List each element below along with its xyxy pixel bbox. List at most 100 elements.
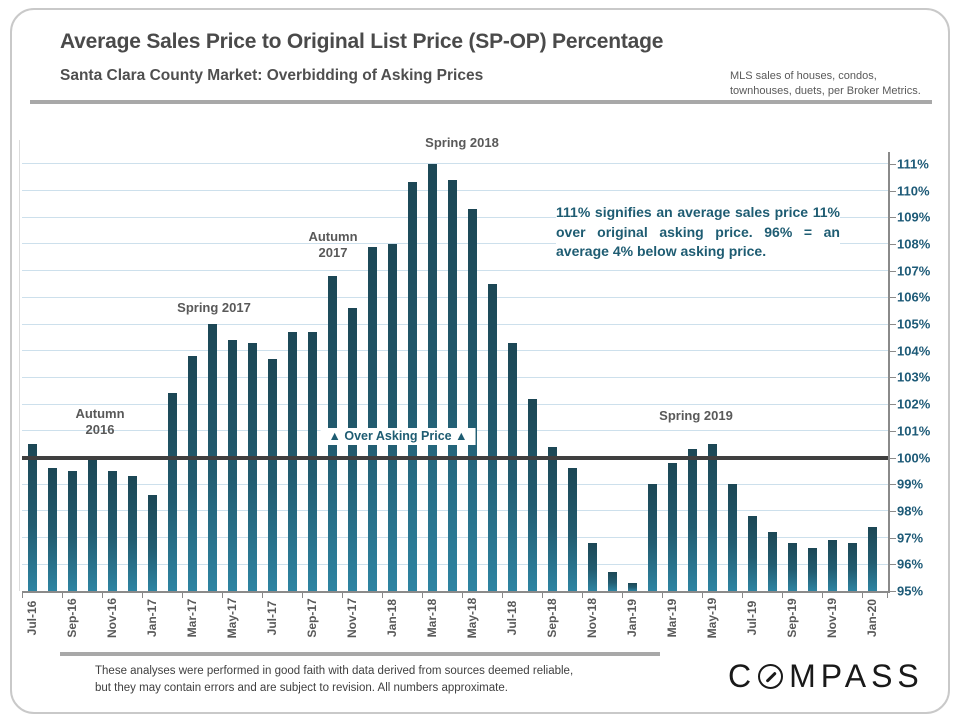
x-label-Nov-17: Nov-17 [345,597,359,639]
annotation-111-explainer: 111% signifies an average sales price 11… [556,201,840,264]
y-label-103pct: 103% [897,369,931,385]
bar-Mar-17 [187,356,197,591]
y-tick-105pct [890,324,896,325]
x-tick-11 [462,593,463,598]
plot-left-border [19,140,20,591]
y-tick-101pct [890,430,896,432]
bar-Aug-17 [287,332,297,591]
y-label-98pct: 98% [897,503,924,519]
bar-May-17 [227,340,237,591]
x-tick-0 [22,593,23,598]
x-label-Mar-19: Mar-19 [665,598,679,638]
bar-Sep-18 [547,446,557,591]
bar-Jun-17 [247,342,257,591]
y-label-104pct: 104% [897,343,931,359]
annotation-autumn-2017: Autumn 2017 [308,229,358,260]
x-label-May-18: May-18 [465,597,479,639]
bar-Jul-19 [747,516,757,591]
bar-Sep-17 [307,332,317,591]
bar-Sep-16 [67,470,77,591]
y-tick-95pct [890,591,896,592]
bar-Aug-16 [47,468,57,591]
bar-Feb-18 [407,182,417,591]
x-tick-7 [302,593,303,598]
bar-May-18 [467,209,477,591]
x-tick-18 [742,593,743,598]
source-note-line2: townhouses, duets, per Broker Metrics. [730,85,921,97]
reference-line-100pct [22,455,888,460]
annotation-spring-2017: Spring 2017 [177,300,251,315]
bar-Jan-19 [627,582,637,591]
bar-Jan-20 [867,526,877,591]
y-tick-108pct [890,243,896,245]
disclaimer-line1: These analyses were performed in good fa… [95,665,574,677]
chart-subtitle: Santa Clara County Market: Overbidding o… [60,67,484,84]
y-label-105pct: 105% [897,316,931,332]
x-label-Mar-17: Mar-17 [185,598,199,638]
x-tick-13 [542,593,543,598]
annotation-over-asking-price: ▲ Over Asking Price ▲ [320,428,476,445]
x-tick-8 [342,593,343,598]
bar-Apr-19 [687,449,697,591]
y-label-110pct: 110% [897,183,930,198]
x-tick-14 [582,593,583,598]
data-source-note: MLS sales of houses, condos, townhouses,… [730,69,921,99]
x-tick-19 [782,593,783,598]
x-label-Sep-17: Sep-17 [305,598,319,638]
x-tick-20 [822,593,823,598]
y-tick-107pct [890,270,896,272]
x-label-May-17: May-17 [225,597,239,639]
x-label-Jul-19: Jul-19 [745,600,759,636]
y-label-96pct: 96% [897,556,924,572]
compass-logo: C MPASS [728,658,924,695]
y-tick-103pct [890,377,896,379]
bar-Apr-18 [447,179,457,591]
disclaimer-line2: but they may contain errors and are subj… [95,682,508,694]
y-axis-line [888,152,890,593]
x-tick-16 [662,593,663,598]
y-tick-104pct [890,350,896,352]
x-tick-6 [262,593,263,598]
x-tick-9 [382,593,383,598]
logo-letters-mpass: MPASS [789,658,924,694]
annotation-spring-2019: Spring 2019 [659,408,733,423]
bar-Jan-18 [387,243,397,591]
x-tick-1 [62,593,63,598]
bar-Mar-19 [667,462,677,591]
bar-Dec-18 [607,572,617,591]
bar-Oct-16 [87,460,97,591]
bar-Dec-16 [127,476,137,591]
bar-Jul-17 [267,358,277,591]
y-label-106pct: 106% [897,289,931,305]
bar-Nov-19 [827,540,837,591]
x-axis-line [22,591,888,593]
x-label-Mar-18: Mar-18 [425,598,439,638]
bar-Jan-17 [147,494,157,591]
x-tick-2 [102,593,103,598]
y-label-109pct: 109% [897,209,931,225]
y-tick-100pct [890,457,896,459]
y-tick-111pct [890,163,896,165]
compass-needle-icon [765,671,777,682]
x-label-Jul-18: Jul-18 [505,600,519,636]
x-tick-21 [862,593,863,598]
x-tick-5 [222,593,223,598]
sp-op-bar-chart [22,130,888,591]
bar-Jun-19 [727,484,737,591]
y-label-99pct: 99% [897,476,924,492]
x-tick-10 [422,593,423,598]
bar-Nov-16 [107,470,117,591]
bar-May-19 [707,444,717,591]
y-label-107pct: 107% [897,263,931,279]
bar-Feb-17 [167,393,177,591]
y-tick-98pct [890,510,896,512]
chart-title: Average Sales Price to Original List Pri… [60,30,664,53]
x-label-Jan-17: Jan-17 [145,598,159,638]
x-label-Nov-19: Nov-19 [825,597,839,639]
y-tick-110pct [890,190,896,192]
y-label-95pct: 95% [897,583,924,599]
bar-Feb-19 [647,484,657,591]
bar-Oct-18 [567,468,577,591]
x-tick-4 [182,593,183,598]
y-label-108pct: 108% [897,236,931,252]
